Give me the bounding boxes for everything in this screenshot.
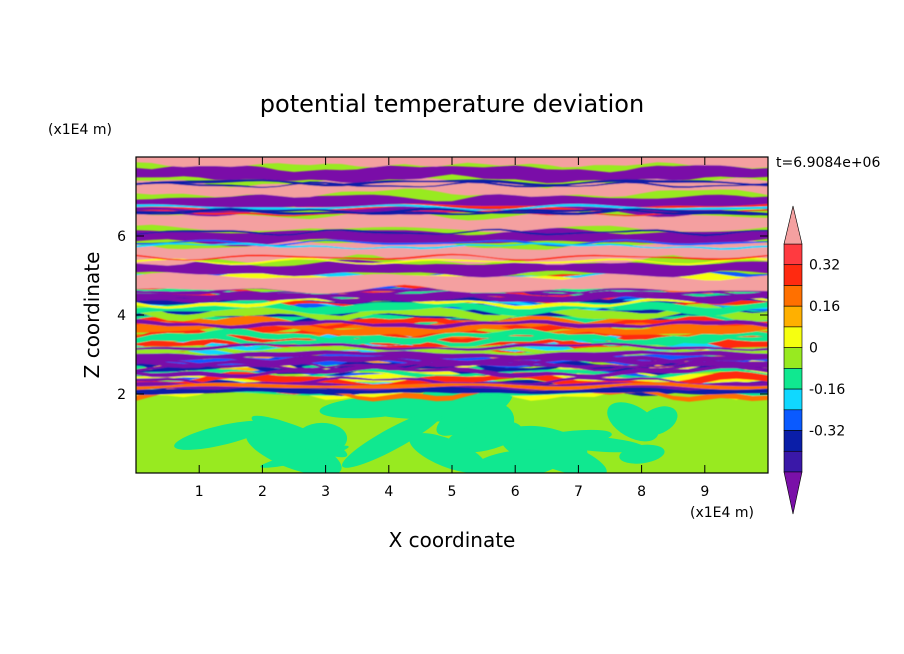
colorbar-box bbox=[783, 264, 803, 286]
colorbar-bottom-arrow bbox=[783, 471, 803, 515]
colorbar-label: 0.32 bbox=[809, 258, 840, 274]
mixed-layer-purple-band bbox=[136, 286, 768, 296]
upper-purple-band bbox=[136, 227, 768, 247]
mixed-layer-purple-band bbox=[136, 364, 768, 379]
colorbar-box bbox=[783, 388, 803, 411]
upper-accent-band bbox=[136, 179, 768, 187]
upper-accent-band bbox=[136, 209, 768, 217]
lower-pool-patch bbox=[174, 420, 269, 450]
colorbar-label: 0 bbox=[809, 341, 818, 357]
colorbar-top-arrow bbox=[783, 205, 803, 245]
x-tick-label: 6 bbox=[511, 484, 520, 500]
y-unit-label: (x1E4 m) bbox=[48, 122, 112, 138]
colorbar-box bbox=[783, 285, 803, 307]
colorbar-box bbox=[783, 305, 803, 328]
upper-purple-band bbox=[136, 192, 768, 218]
upper-accent-band bbox=[136, 207, 768, 216]
colorbar-label: -0.16 bbox=[809, 382, 845, 398]
colorbar-box bbox=[783, 347, 803, 369]
upper-accent-band bbox=[136, 228, 768, 237]
colorbar-box bbox=[783, 326, 803, 348]
mixed-layer-purple-band bbox=[136, 318, 768, 330]
upper-purple-band bbox=[136, 259, 768, 278]
colorbar: 0.32 0.16 0 -0.16 -0.32 bbox=[783, 205, 845, 515]
y-tick-label: 6 bbox=[117, 229, 126, 245]
upper-pink-band bbox=[136, 177, 768, 198]
contour-field bbox=[136, 128, 768, 473]
upper-accent-band bbox=[136, 253, 768, 261]
upper-thin-band bbox=[136, 239, 768, 247]
x-axis-ticks: 1 2 3 4 5 6 7 8 9 bbox=[195, 157, 709, 500]
y-tick-label: 2 bbox=[117, 387, 126, 403]
lower-pool-patch bbox=[607, 402, 659, 442]
lower-pool-patch bbox=[519, 429, 612, 450]
chart-title: potential temperature deviation bbox=[260, 90, 644, 118]
x-tick-label: 5 bbox=[448, 484, 457, 500]
x-tick-label: 9 bbox=[700, 484, 709, 500]
mixed-layer-purple-band bbox=[136, 342, 768, 352]
x-tick-label: 2 bbox=[258, 484, 267, 500]
mixed-layer-band bbox=[136, 327, 768, 346]
x-tick-label: 1 bbox=[195, 484, 204, 500]
x-tick-label: 3 bbox=[321, 484, 330, 500]
inversion-band-warm bbox=[136, 382, 768, 391]
mixed-layer-purple-band bbox=[136, 350, 768, 359]
lower-pool-patch bbox=[246, 428, 342, 473]
upper-bands bbox=[136, 128, 768, 402]
x-axis-label: X coordinate bbox=[389, 528, 516, 552]
x-unit-label: (x1E4 m) bbox=[690, 505, 754, 521]
x-tick-label: 4 bbox=[384, 484, 393, 500]
lower-pool-patch bbox=[475, 403, 515, 440]
colorbar-box bbox=[783, 409, 803, 431]
colorbar-box bbox=[783, 430, 803, 452]
upper-accent-band bbox=[136, 242, 768, 250]
mixed-layer-purple-band bbox=[136, 359, 768, 372]
y-axis-label: Z coordinate bbox=[80, 252, 104, 379]
y-axis-ticks: 2 4 6 bbox=[117, 229, 768, 403]
upper-thin-band bbox=[136, 143, 768, 150]
upper-purple-band bbox=[136, 164, 768, 184]
mixed-layer-band bbox=[136, 345, 768, 356]
lower-pool-patch bbox=[409, 433, 487, 473]
upper-pink-band bbox=[136, 271, 768, 294]
mixed-layer-band bbox=[136, 299, 768, 317]
y-tick-label: 4 bbox=[117, 308, 126, 324]
mixed-layer-purple-band bbox=[136, 355, 768, 368]
upper-purple-band bbox=[136, 128, 768, 149]
upper-pink-band bbox=[136, 210, 768, 233]
time-label: t=6.9084e+06 bbox=[776, 155, 880, 171]
colorbar-label: 0.16 bbox=[809, 299, 840, 315]
upper-accent-band bbox=[136, 208, 768, 216]
lower-pool-patch bbox=[436, 387, 513, 436]
lower-pool-patch bbox=[473, 449, 561, 473]
x-tick-label: 8 bbox=[637, 484, 646, 500]
x-tick-label: 7 bbox=[574, 484, 583, 500]
mixed-layer-purple-band bbox=[136, 288, 768, 295]
mixed-layer-purple-band bbox=[136, 381, 768, 392]
lower-pool-patch bbox=[342, 409, 444, 468]
mixed-layer-purple-band bbox=[136, 359, 768, 371]
colorbar-box bbox=[783, 450, 803, 473]
lower-pool-patch bbox=[251, 415, 348, 458]
colorbar-box bbox=[783, 368, 803, 390]
colorbar-label: -0.32 bbox=[809, 424, 845, 440]
mixed-layer-purple-band bbox=[136, 292, 768, 303]
colorbar-box bbox=[783, 243, 803, 266]
upper-accent-band bbox=[136, 181, 768, 188]
inversion-band bbox=[136, 386, 768, 395]
lower-pool-patch bbox=[619, 444, 665, 464]
upper-thin-band bbox=[136, 257, 768, 265]
